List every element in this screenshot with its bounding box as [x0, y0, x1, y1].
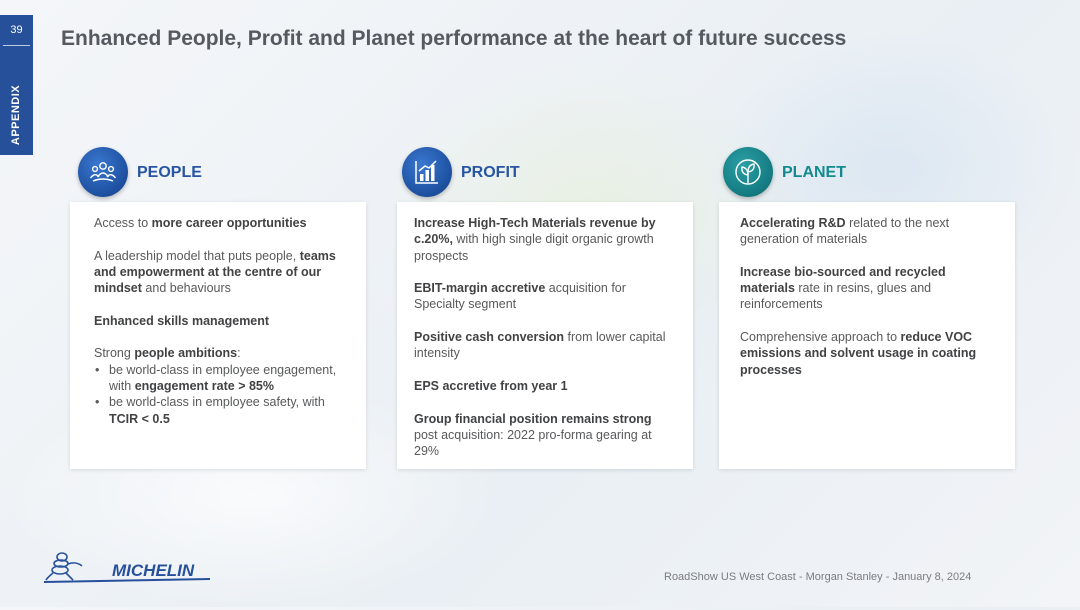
- page-number-divider: [3, 45, 30, 46]
- profit-card: Increase High-Tech Materials revenue by …: [397, 202, 693, 469]
- text-run: A leadership model that puts people,: [94, 248, 300, 263]
- bold-run: EBIT-margin accretive: [414, 281, 546, 296]
- bold-run: Accelerating R&D: [740, 216, 846, 230]
- text-run: acquisition for Specialty segment: [414, 281, 626, 312]
- bold-run: Increase bio-sourced and recycled materi…: [740, 264, 946, 296]
- people-header: PEOPLE: [78, 147, 358, 197]
- page-number: 39: [10, 24, 23, 36]
- footer-text: RoadShow US West Coast - Morgan Stanley …: [664, 571, 972, 583]
- michelin-logo: MICHELIN: [43, 552, 211, 583]
- bold-run: Enhanced skills management: [94, 313, 270, 328]
- bar-chart-icon: [402, 147, 452, 197]
- bold-run: more career opportunities: [151, 216, 307, 230]
- text-run: rate in resins, glues and reinforcements: [740, 281, 932, 312]
- bold-run: reduce VOC emissions and solvent usage i…: [740, 330, 977, 377]
- bold-run: teams and empowerment at the centre of o…: [94, 248, 336, 296]
- section-sidebar: [0, 15, 33, 155]
- text-run: :: [237, 346, 241, 361]
- planet-header: PLANET: [723, 147, 1003, 197]
- text-run: Comprehensive approach to: [740, 330, 901, 345]
- profit-heading: PROFIT: [461, 164, 520, 181]
- bold-run: Positive cash conversion: [414, 330, 565, 345]
- bold-run: people ambitions: [134, 346, 238, 361]
- slide-title: Enhanced People, Profit and Planet perfo…: [61, 27, 847, 50]
- planet-heading: PLANET: [782, 164, 846, 181]
- bullet-list: be world-class in employee engagement, w…: [94, 362, 342, 427]
- bold-run: engagement rate > 85%: [134, 378, 274, 393]
- text-run: post acquisition: 2022 pro-forma gearing…: [414, 427, 652, 459]
- card-paragraph: Access to more career opportunities: [94, 215, 342, 231]
- card-paragraph: Increase bio-sourced and recycled materi…: [740, 264, 1002, 313]
- card-paragraph: Comprehensive approach to reduce VOC emi…: [740, 329, 1002, 378]
- text-run: be world-class in employee safety, with: [109, 395, 325, 410]
- bullet-item: be world-class in employee safety, with …: [94, 394, 342, 427]
- card-paragraph: A leadership model that puts people, tea…: [94, 248, 342, 297]
- people-card-text: Access to more career opportunities A lea…: [94, 215, 342, 427]
- planet-card: Accelerating R&D related to the next gen…: [719, 202, 1015, 469]
- card-paragraph: Positive cash conversion from lower capi…: [414, 329, 676, 362]
- logo-wordmark: MICHELIN: [112, 561, 195, 580]
- people-heading: PEOPLE: [137, 164, 202, 181]
- card-paragraph: Increase High-Tech Materials revenue by …: [414, 215, 676, 264]
- card-paragraph: EBIT-margin accretive acquisition for Sp…: [414, 280, 676, 313]
- card-paragraph: Strong people ambitions:: [94, 345, 342, 361]
- text-run: Strong: [94, 346, 135, 361]
- bold-run: Increase High-Tech Materials revenue by …: [414, 216, 656, 247]
- bold-run: TCIR < 0.5: [109, 411, 170, 426]
- profit-header: PROFIT: [402, 147, 682, 197]
- text-run: and behaviours: [141, 281, 231, 296]
- planet-card-text: Accelerating R&D related to the next gen…: [740, 215, 1002, 394]
- card-paragraph: Group financial position remains strong …: [414, 411, 676, 460]
- bold-run: Group financial position remains strong: [414, 411, 652, 426]
- text-run: related to the next generation of materi…: [740, 216, 950, 247]
- text-run: be world-class in employee engagement, w…: [109, 362, 337, 393]
- bullet-item: be world-class in employee engagement, w…: [94, 362, 342, 395]
- bold-run: EPS accretive from year 1: [414, 378, 568, 393]
- card-paragraph: Accelerating R&D related to the next gen…: [740, 215, 1002, 248]
- text-run: with high single digit organic growth pr…: [414, 232, 654, 263]
- people-group-icon: [78, 147, 128, 197]
- card-paragraph: Enhanced skills management: [94, 313, 342, 329]
- section-label: APPENDIX: [10, 84, 22, 146]
- profit-card-text: Increase High-Tech Materials revenue by …: [414, 215, 676, 476]
- people-card: Access to more career opportunities A lea…: [70, 202, 366, 469]
- text-run: from lower capital intensity: [414, 330, 666, 361]
- card-paragraph: EPS accretive from year 1: [414, 378, 676, 394]
- text-run: Access to: [94, 216, 152, 230]
- leaf-globe-icon: [723, 147, 773, 197]
